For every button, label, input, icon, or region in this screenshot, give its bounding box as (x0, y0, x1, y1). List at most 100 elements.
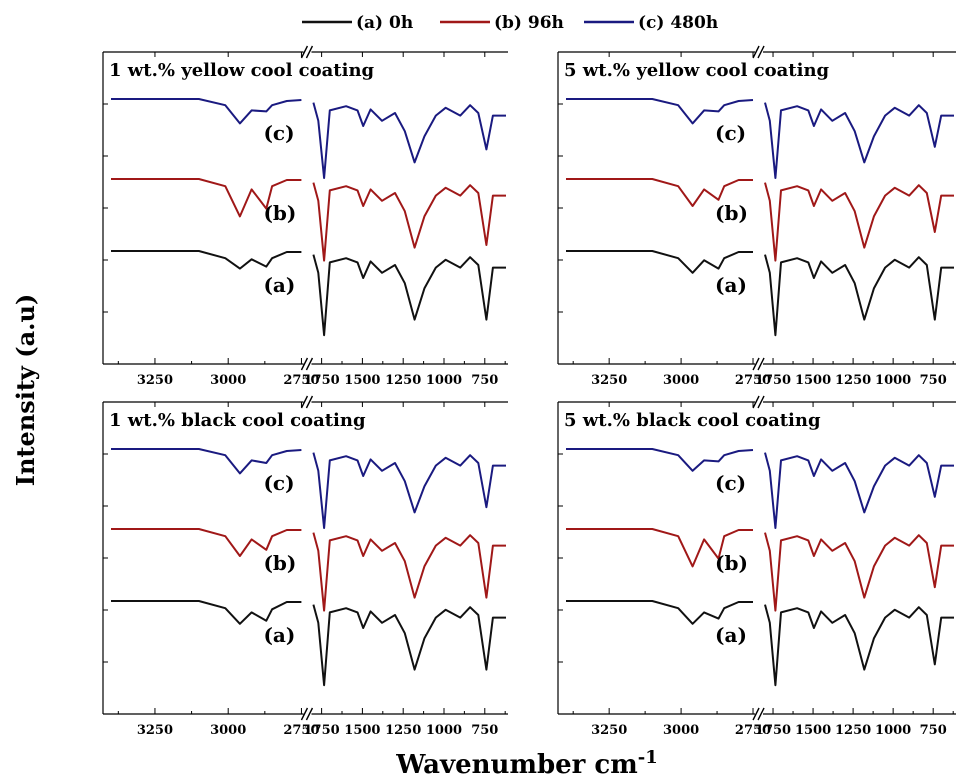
axis-break-mark (305, 395, 314, 409)
panel-title: 5 wt.% yellow cool coating (564, 60, 830, 81)
series-line-right-1 (312, 254, 506, 337)
series-line-right-2 (764, 182, 954, 262)
x-tick-label: 3000 (663, 723, 699, 738)
series-line-right-3 (312, 102, 506, 179)
x-tick-label: 2750 (283, 373, 319, 388)
axis-break-mark (757, 45, 765, 59)
series-label-3: (c) (715, 471, 746, 495)
axis-break-mark (305, 357, 314, 371)
x-tick-label: 3250 (137, 723, 173, 738)
series-label-2: (b) (715, 201, 748, 225)
series-label-3: (c) (263, 121, 294, 145)
x-tick-label: 3000 (210, 723, 246, 738)
x-tick-label: 1000 (875, 723, 911, 738)
x-tick-label: 3250 (591, 373, 627, 388)
series-line-right-3 (764, 102, 954, 179)
series-label-2: (b) (263, 201, 296, 225)
series-line-right-1 (764, 254, 954, 337)
series-label-1: (a) (715, 273, 747, 297)
legend-label-b: (b) 96h (494, 13, 564, 33)
series-label-1: (a) (263, 623, 295, 647)
x-tick-label: 1250 (385, 723, 421, 738)
series-label-2: (b) (715, 551, 748, 575)
panel-title: 1 wt.% black cool coating (109, 410, 366, 431)
x-tick-label: 3000 (210, 373, 246, 388)
x-tick-label: 1750 (304, 723, 340, 738)
axis-break-mark (757, 395, 765, 409)
x-tick-label: 750 (920, 373, 947, 388)
panel-title: 1 wt.% yellow cool coating (109, 60, 375, 81)
x-tick-label: 1250 (385, 373, 421, 388)
series-line-left-2 (566, 178, 753, 207)
panel-title: 5 wt.% black cool coating (564, 410, 821, 431)
x-tick-label: 1250 (835, 723, 871, 738)
x-tick-label: 750 (920, 723, 947, 738)
series-line-right-2 (764, 532, 954, 612)
series-line-left-2 (111, 528, 302, 557)
x-axis-label-sup: -1 (638, 747, 658, 768)
axis-break-mark (757, 707, 765, 721)
axis-break-mark (305, 707, 314, 721)
x-tick-label: 3250 (137, 373, 173, 388)
x-tick-label: 3000 (663, 373, 699, 388)
series-line-left-1 (566, 600, 753, 625)
axis-break-mark (757, 357, 765, 371)
axis-break-mark (752, 357, 760, 371)
x-tick-label: 1000 (426, 723, 462, 738)
axis-break-mark (300, 357, 309, 371)
x-tick-label: 1500 (344, 723, 380, 738)
x-tick-label: 1000 (875, 373, 911, 388)
series-line-right-1 (312, 604, 506, 687)
series-label-3: (c) (263, 471, 294, 495)
series-label-1: (a) (715, 623, 747, 647)
x-tick-label: 2750 (735, 723, 771, 738)
series-line-left-3 (566, 448, 754, 472)
series-label-3: (c) (715, 121, 746, 145)
x-tick-label: 1500 (795, 723, 831, 738)
x-tick-label: 1250 (835, 373, 871, 388)
series-line-right-2 (312, 532, 506, 612)
legend: (a) 0h (b) 96h (c) 480h (302, 13, 718, 33)
series-line-right-3 (312, 452, 506, 529)
x-tick-label: 1750 (755, 723, 791, 738)
series-line-left-1 (566, 250, 753, 274)
series-line-right-3 (764, 452, 954, 529)
series-line-left-3 (566, 98, 754, 125)
x-tick-label: 3250 (591, 723, 627, 738)
x-axis-label-base: Wavenumber cm (395, 750, 638, 780)
legend-label-c: (c) 480h (638, 13, 718, 33)
series-label-2: (b) (263, 551, 296, 575)
axis-break-mark (752, 45, 760, 59)
series-line-right-2 (312, 182, 506, 262)
y-axis-label: Intensity (a.u) (11, 294, 40, 487)
series-line-left-3 (111, 98, 302, 125)
x-tick-label: 1500 (344, 373, 380, 388)
x-tick-label: 750 (471, 373, 498, 388)
series-line-left-2 (566, 528, 753, 568)
series-line-left-3 (111, 448, 302, 475)
axis-break-mark (300, 707, 309, 721)
x-tick-label: 1750 (755, 373, 791, 388)
series-label-1: (a) (263, 273, 295, 297)
axis-break-mark (300, 395, 309, 409)
x-tick-label: 2750 (283, 723, 319, 738)
x-tick-label: 1000 (426, 373, 462, 388)
x-tick-label: 750 (471, 723, 498, 738)
x-tick-label: 2750 (735, 373, 771, 388)
series-line-left-2 (111, 178, 302, 218)
series-line-left-1 (111, 600, 302, 625)
x-tick-label: 1500 (795, 373, 831, 388)
axis-break-mark (300, 45, 309, 59)
x-tick-label: 1750 (304, 373, 340, 388)
series-line-right-1 (764, 604, 954, 687)
axis-break-mark (752, 395, 760, 409)
x-axis-label: Wavenumber cm-1 (395, 747, 658, 780)
series-line-left-1 (111, 250, 302, 270)
legend-label-a: (a) 0h (356, 13, 413, 33)
